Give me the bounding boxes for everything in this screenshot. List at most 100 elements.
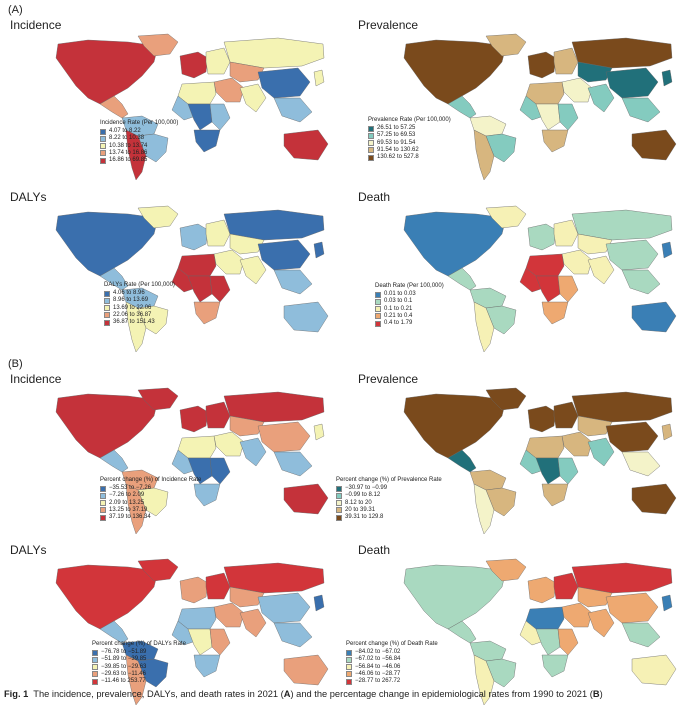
region-greenland	[485, 205, 527, 229]
region-south-america-south	[125, 654, 147, 706]
world-map	[403, 33, 677, 181]
region-north-america	[403, 564, 507, 630]
legend-title: Incidence Rate (Per 100,000)	[100, 120, 179, 126]
region-southern-africa	[541, 654, 569, 678]
region-east-africa	[209, 628, 231, 656]
region-central-america	[447, 95, 477, 119]
map-panel-b-death: Death	[358, 543, 678, 706]
legend-label: 10.38 to 13.74	[109, 142, 148, 149]
region-southeast-asia	[621, 622, 661, 648]
region-southern-africa	[193, 483, 221, 507]
region-china	[605, 592, 659, 624]
region-greenland	[137, 558, 179, 582]
region-australia	[631, 483, 677, 515]
legend-label: −0.99 to 8.12	[345, 492, 381, 499]
legend-swatch	[336, 507, 342, 514]
legend-swatch	[100, 500, 106, 507]
legend-item: 16.86 to 69.85	[100, 157, 178, 164]
panel-title: DALYs	[10, 190, 47, 204]
legend-item: −76.78 to −51.89	[92, 649, 186, 656]
legend-label: −35.53 to −7.26	[109, 485, 152, 492]
region-west-africa	[519, 267, 545, 293]
region-southern-africa	[193, 301, 221, 325]
region-east-africa	[209, 457, 231, 485]
region-japan	[661, 241, 673, 259]
region-central-asia	[577, 233, 613, 255]
region-west-africa	[171, 449, 197, 475]
region-japan	[313, 423, 325, 441]
region-greenland	[137, 33, 179, 57]
region-southeast-asia	[621, 451, 661, 477]
region-china	[605, 67, 659, 99]
legend-item: 0.4 to 1.79	[375, 320, 444, 327]
legend-label: −56.84 to −46.06	[355, 663, 401, 670]
region-middle-east	[561, 77, 593, 103]
caption-text-2: ) and the percentage change in epidemiol…	[290, 689, 593, 699]
legend-item: 8.12 to 20	[336, 500, 442, 507]
region-central-america	[99, 449, 129, 473]
legend-item: −56.84 to −46.06	[346, 664, 438, 671]
world-map	[55, 205, 329, 353]
legend-item: 36.87 to 151.43	[104, 319, 175, 326]
map-panel-a-prevalence: Prevalence	[358, 18, 678, 181]
legend-item: 130.62 to 527.8	[368, 154, 451, 161]
region-eastern-europe	[205, 219, 231, 247]
legend-title: Percent change (%) of Incidence Rate	[100, 477, 202, 483]
region-east-africa	[209, 275, 231, 303]
legend-label: 130.62 to 527.8	[377, 154, 419, 161]
map-legend: DALYs Rate (Per 100,000) 4.06 to 8.96 8.96…	[104, 282, 175, 326]
region-south-asia	[587, 255, 615, 285]
legend-item: 13.69 to 22.06	[104, 305, 175, 312]
region-central-asia	[229, 61, 265, 83]
region-middle-east	[561, 431, 593, 457]
legend-label: −7.26 to 2.09	[109, 492, 145, 499]
region-central-asia	[229, 233, 265, 255]
region-central-africa	[187, 628, 213, 656]
region-central-africa	[187, 457, 213, 485]
world-map	[55, 387, 329, 535]
legend-swatch	[100, 150, 106, 157]
region-eastern-europe	[205, 401, 231, 429]
legend-label: 4.07 to 8.22	[109, 128, 141, 135]
region-eastern-europe	[553, 572, 579, 600]
region-greenland	[485, 387, 527, 411]
region-china	[605, 239, 659, 271]
legend-item: 0.01 to 0.03	[375, 291, 444, 298]
map-panel-a-incidence: Incidence	[10, 18, 330, 181]
legend-item: 13.25 to 37.19	[100, 507, 201, 514]
legend-swatch	[336, 500, 342, 507]
legend-label: 8.96 to 13.69	[113, 297, 149, 304]
region-australia	[283, 654, 329, 686]
legend-swatch	[368, 154, 374, 161]
region-china	[257, 239, 311, 271]
region-south-america-south	[473, 301, 495, 353]
region-western-europe	[179, 223, 209, 251]
region-central-america	[447, 267, 477, 291]
region-southern-africa	[193, 129, 221, 153]
region-central-asia	[577, 415, 613, 437]
legend-swatch	[375, 320, 381, 327]
legend-label: 57.25 to 69.53	[377, 132, 416, 139]
figure-caption: Fig. 1 The incidence, prevalence, DALYs,…	[4, 689, 677, 699]
region-western-europe	[527, 51, 557, 79]
region-west-africa	[171, 620, 197, 646]
legend-item: 13.74 to 16.86	[100, 150, 178, 157]
region-central-asia	[229, 415, 265, 437]
region-west-africa	[171, 267, 197, 293]
legend-swatch	[100, 157, 106, 164]
legend-label: 2.09 to 13.25	[109, 499, 145, 506]
region-southeast-asia	[273, 97, 313, 123]
legend-item: 37.19 to 136.34	[100, 514, 201, 521]
legend-item: −39.85 to −29.63	[92, 664, 186, 671]
legend-label: −30.97 to −0.99	[345, 485, 388, 492]
region-australia	[283, 129, 329, 161]
legend-label: −84.02 to −67.02	[355, 649, 401, 656]
region-south-america-south	[125, 129, 147, 181]
legend-item: 0.21 to 0.4	[375, 313, 444, 320]
legend-label: −67.02 to −56.84	[355, 656, 401, 663]
region-north-america	[55, 564, 159, 630]
map-legend: Percent change (%) of DALYs Rate −76.78 t…	[92, 641, 186, 685]
legend-label: −46.06 to −28.77	[355, 670, 401, 677]
region-central-america	[447, 620, 477, 644]
region-east-africa	[557, 275, 579, 303]
